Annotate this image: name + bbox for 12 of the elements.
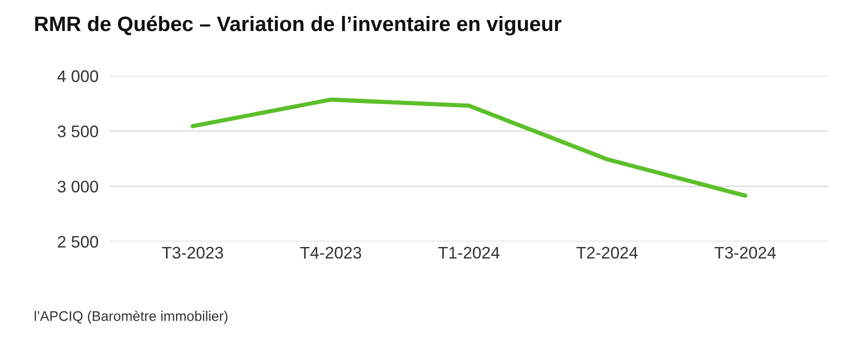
- text: l’APCIQ (Baromètre immobilier): [34, 310, 228, 324]
- y-tick-label: 2 500: [58, 236, 98, 248]
- y-tick-label: 3 000: [58, 180, 98, 193]
- x-tick-label: T3-2023: [162, 246, 224, 259]
- y-tick-label: 3 500: [58, 126, 98, 138]
- line-series: [190, 98, 748, 198]
- chart-title: RMR de Québec – Variation de l’inventaire en vigueur: [35, 16, 562, 36]
- x-tick-label: T3-2024: [714, 246, 776, 259]
- y-tick-label: 4 000: [57, 70, 98, 82]
- x-tick-label: T2-2024: [576, 246, 638, 259]
- x-tick-label: T4-2023: [300, 246, 362, 259]
- x-tick-label: T1-2024: [438, 246, 500, 259]
